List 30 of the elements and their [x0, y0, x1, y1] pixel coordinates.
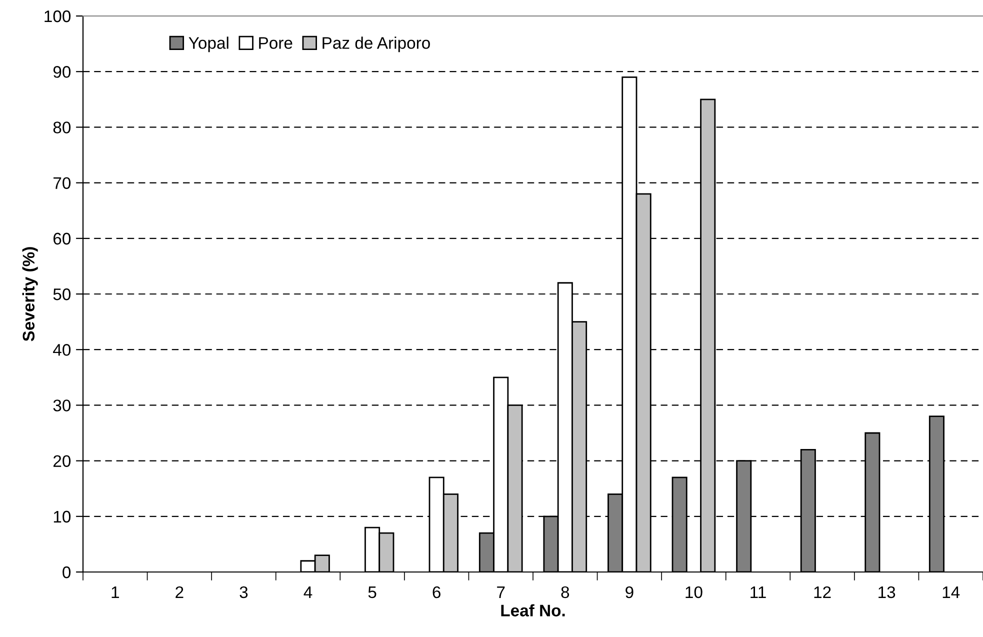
x-tick-label: 3 [240, 586, 248, 598]
x-tick-label: 5 [368, 586, 376, 598]
y-tick-label: 70 [54, 177, 71, 190]
x-tick-label: 8 [561, 586, 570, 598]
x-tick-label: 2 [176, 586, 184, 598]
x-tick-label: 7 [497, 586, 505, 598]
x-tick-label: 4 [304, 586, 312, 598]
x-tick-label: 14 [942, 586, 960, 598]
x-tick-label: 11 [750, 586, 766, 598]
y-tick-label: 60 [54, 232, 71, 245]
y-tick-label: 30 [53, 400, 71, 412]
y-tick-label: 10 [54, 510, 71, 523]
x-axis-title: Leaf No. [501, 604, 565, 616]
y-tick-label: 90 [53, 66, 71, 78]
x-tick-label: 10 [686, 586, 702, 598]
y-tick-label: 80 [53, 122, 71, 134]
legend-label: Paz de Ariporo [322, 36, 430, 52]
x-tick-label: 1 [112, 586, 119, 598]
y-tick-label: 100 [44, 10, 71, 22]
x-tick-label: 6 [432, 586, 440, 598]
x-tick-label: 12 [814, 586, 831, 598]
legend-label: Yopal [188, 36, 228, 52]
y-tick-label: 20 [53, 455, 71, 468]
x-tick-label: 9 [626, 586, 634, 598]
y-tick-label: 50 [53, 288, 71, 300]
legend-label: Pore [259, 37, 292, 49]
y-tick-label: 0 [62, 566, 71, 578]
y-axis-title: Severity (%) [22, 247, 38, 342]
x-tick-label: 13 [878, 586, 896, 598]
y-tick-label: 40 [53, 344, 71, 356]
